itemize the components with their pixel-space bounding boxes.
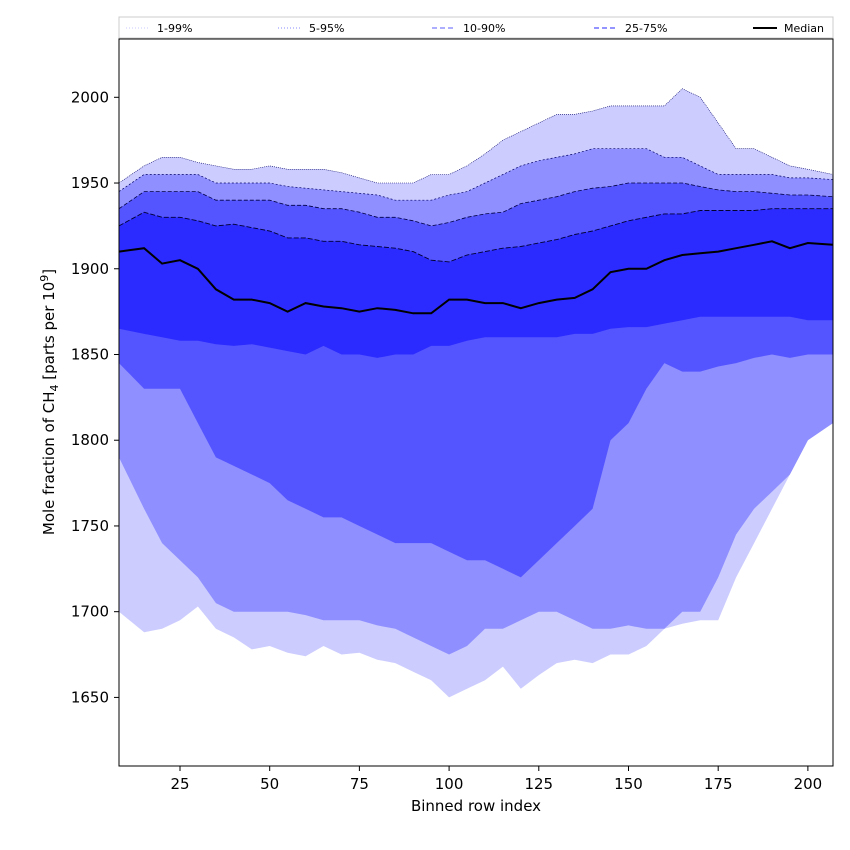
y-axis-label: Mole fraction of CH4 [parts per 109] (38, 269, 61, 535)
line-p75 (118, 208, 833, 263)
legend-label: 1-99% (157, 22, 192, 35)
y-tick-label: 1950 (71, 174, 109, 192)
x-tick-label: 150 (614, 775, 643, 793)
legend-label: 5-95% (309, 22, 344, 35)
y-axis-ticks: 1650 1700 1750 1800 1850 1900 1950 2000 (71, 88, 119, 706)
x-tick-label: 25 (170, 775, 189, 793)
x-tick-label: 175 (704, 775, 733, 793)
legend-label: 10-90% (463, 22, 505, 35)
y-tick-label: 1850 (71, 345, 109, 363)
plot-frame (118, 38, 834, 767)
percentile-bands (118, 88, 834, 698)
x-tick-label: 125 (524, 775, 553, 793)
legend: 1-99% 5-95% 10-90% 25-75% Median (118, 16, 834, 39)
y-tick-label: 1700 (71, 603, 109, 621)
y-tick-label: 2000 (71, 88, 109, 106)
line-p95 (118, 148, 834, 201)
band-25-75 (119, 208, 833, 358)
y-tick-label: 1750 (71, 517, 109, 535)
y-tick-label: 1900 (71, 260, 109, 278)
y-tick-label: 1650 (71, 688, 109, 706)
x-tick-label: 50 (260, 775, 279, 793)
legend-label: Median (784, 22, 824, 35)
legend-label: 25-75% (625, 22, 667, 35)
x-tick-label: 100 (435, 775, 464, 793)
median-line (118, 240, 834, 315)
line-p99 (118, 88, 834, 184)
line-p90 (118, 182, 834, 227)
y-tick-label: 1800 (71, 431, 109, 449)
x-axis-ticks: 25 50 75 100 125 150 175 200 (170, 766, 822, 793)
x-axis-label: Binned row index (411, 797, 541, 815)
x-tick-label: 200 (794, 775, 823, 793)
x-tick-label: 75 (350, 775, 369, 793)
legend-box (118, 16, 834, 39)
